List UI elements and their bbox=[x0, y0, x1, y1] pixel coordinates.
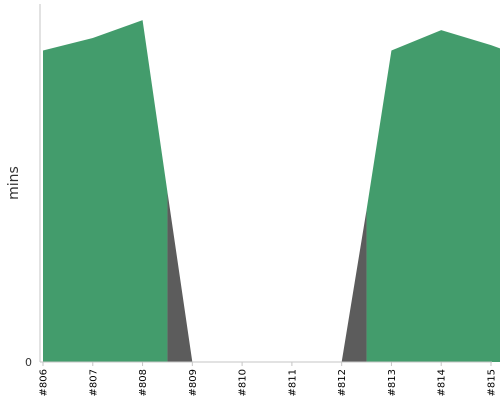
x-tick-label: #813 bbox=[387, 369, 398, 396]
x-axis-ticks bbox=[42, 362, 492, 366]
x-tick-label: #806 bbox=[39, 369, 50, 396]
x-tick-label: #807 bbox=[88, 369, 99, 396]
x-axis-tick-labels: #806 #807 #808 #809 #810 #811 #812 #813 #814 #815 bbox=[39, 369, 498, 396]
series-layer bbox=[43, 20, 500, 362]
y-tick-label-0: 0 bbox=[25, 356, 32, 369]
x-tick-label: #809 bbox=[188, 369, 199, 396]
x-tick-label: #814 bbox=[437, 369, 448, 396]
x-tick-label: #815 bbox=[487, 369, 498, 396]
area-series-gray bbox=[167, 191, 367, 362]
y-axis-title: mins bbox=[6, 166, 22, 200]
x-tick-label: #811 bbox=[287, 369, 298, 396]
area-series-green bbox=[43, 20, 500, 362]
x-tick-label: #810 bbox=[238, 369, 249, 396]
x-tick-label: #812 bbox=[337, 369, 348, 396]
x-tick-label: #808 bbox=[138, 369, 149, 396]
